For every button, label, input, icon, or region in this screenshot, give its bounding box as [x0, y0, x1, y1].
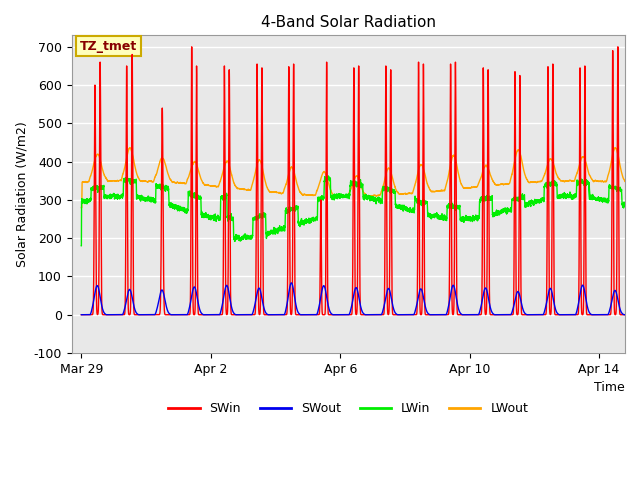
Line: LWout: LWout	[81, 148, 632, 207]
Y-axis label: Solar Radiation (W/m2): Solar Radiation (W/m2)	[15, 121, 28, 267]
SWout	[453, 297, 461, 303]
Line: SWin: SWin	[81, 47, 632, 315]
LWin	[214, 214, 221, 219]
LWout	[214, 184, 221, 190]
LWout	[453, 162, 461, 168]
SWin	[614, 44, 621, 50]
X-axis label: Time: Time	[595, 381, 625, 394]
SWin	[453, 284, 461, 290]
LWin	[77, 243, 85, 249]
SWout	[77, 312, 85, 318]
SWin	[512, 177, 520, 182]
SWin	[432, 312, 440, 318]
LWout	[77, 204, 85, 210]
LWin	[628, 243, 636, 249]
LWout	[512, 154, 520, 160]
SWout	[214, 312, 221, 318]
LWin	[432, 212, 440, 217]
SWin	[337, 312, 344, 318]
LWout	[628, 204, 636, 210]
Line: SWout: SWout	[81, 283, 632, 315]
SWin	[141, 312, 148, 318]
SWout	[141, 312, 148, 318]
Title: 4-Band Solar Radiation: 4-Band Solar Radiation	[261, 15, 436, 30]
SWout	[512, 295, 520, 300]
SWin	[628, 312, 636, 318]
LWin	[512, 194, 520, 200]
Legend: SWin, SWout, LWin, LWout: SWin, SWout, LWin, LWout	[163, 397, 533, 420]
LWin	[453, 204, 461, 209]
Line: LWin: LWin	[81, 176, 632, 246]
SWout	[287, 280, 295, 286]
LWout	[393, 189, 401, 194]
LWout	[141, 179, 148, 184]
LWin	[324, 173, 332, 179]
LWout	[432, 188, 440, 194]
LWout	[612, 145, 620, 151]
SWout	[393, 312, 401, 317]
SWout	[628, 312, 636, 318]
SWin	[214, 312, 221, 318]
LWin	[141, 196, 148, 202]
LWin	[393, 204, 401, 209]
SWin	[77, 312, 85, 318]
SWout	[432, 312, 440, 318]
Text: TZ_tmet: TZ_tmet	[80, 40, 137, 53]
SWin	[393, 312, 401, 318]
